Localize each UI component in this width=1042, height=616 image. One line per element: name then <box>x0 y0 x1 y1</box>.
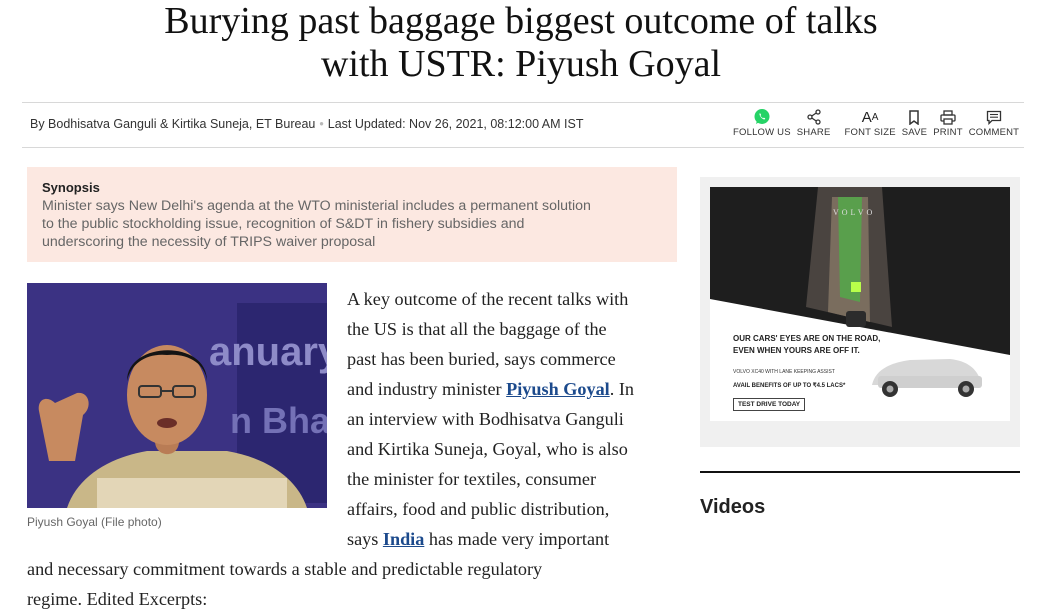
synopsis-line-3: underscoring the necessity of TRIPS waiv… <box>42 234 376 250</box>
ad-brand-logo: VOLVO <box>833 208 876 217</box>
body-line-9-pre: says <box>347 529 383 549</box>
print-icon <box>940 108 956 126</box>
synopsis-text: Minister says New Delhi's agenda at the … <box>42 197 667 251</box>
article-headline: Burying past baggage biggest outcome of … <box>0 0 1042 86</box>
body-line-9-post: has made very important <box>424 529 610 549</box>
font-size-glyph-small: A <box>871 111 879 123</box>
body-line-4-pre: and industry minister <box>347 379 507 399</box>
synopsis-line-1: Minister says New Delhi's agenda at the … <box>42 198 591 214</box>
share-button[interactable]: SHARE <box>794 108 834 138</box>
follow-us-label: FOLLOW US <box>733 127 791 138</box>
body-line-10: and necessary commitment towards a stabl… <box>27 559 543 579</box>
piyush-goyal-link[interactable]: Piyush Goyal <box>506 379 610 399</box>
body-line-9: says India has made very important <box>347 529 609 550</box>
ad-offer: AVAIL BENEFITS OF UP TO ₹4.5 LACS* <box>733 383 846 389</box>
body-line-4-post: . In <box>609 379 634 399</box>
body-line-7: the minister for textiles, consumer <box>347 469 597 489</box>
ad-test-drive-button[interactable]: TEST DRIVE TODAY <box>733 398 806 411</box>
whatsapp-icon <box>753 108 771 126</box>
comment-button[interactable]: COMMENT <box>966 108 1022 138</box>
comment-icon <box>986 108 1002 126</box>
body-line-4: and industry minister Piyush Goyal. In <box>347 379 634 400</box>
bookmark-icon <box>908 108 920 126</box>
follow-us-button[interactable]: FOLLOW US <box>730 108 794 138</box>
photo-backdrop-text-2: n Bhaw <box>230 400 327 441</box>
synopsis-line-2: to the public stockholding issue, recogn… <box>42 216 525 232</box>
divider-bottom <box>22 147 1024 148</box>
synopsis-box <box>27 167 677 262</box>
headline-line-2: with USTR: Piyush Goyal <box>320 43 722 85</box>
print-label: PRINT <box>933 127 963 138</box>
ad-headline: OUR CARS' EYES ARE ON THE ROAD, EVEN WHE… <box>733 333 880 357</box>
byline-separator-dot: • <box>319 117 324 131</box>
save-label: SAVE <box>901 127 928 138</box>
body-line-11: regime. Edited Excerpts: <box>27 589 208 609</box>
article-photo[interactable]: anuary n Bhaw <box>27 283 327 508</box>
headline-line-1: Burying past baggage biggest outcome of … <box>164 0 878 42</box>
body-line-3: past has been buried, says commerce <box>347 349 616 369</box>
photo-backdrop-text-1: anuary <box>209 330 327 374</box>
save-button[interactable]: SAVE <box>899 108 930 138</box>
ad-road-illustration <box>710 187 1010 421</box>
synopsis-title: Synopsis <box>42 180 100 195</box>
photo-caption: Piyush Goyal (File photo) <box>27 515 162 529</box>
ad-headline-line-1: OUR CARS' EYES ARE ON THE ROAD, <box>733 334 881 343</box>
comment-label: COMMENT <box>968 127 1020 138</box>
share-label: SHARE <box>796 127 831 138</box>
ad-banner[interactable] <box>710 187 1010 421</box>
print-button[interactable]: PRINT <box>930 108 966 138</box>
body-line-6: and Kirtika Suneja, Goyal, who is also <box>347 439 628 459</box>
body-line-8: affairs, food and public distribution, <box>347 499 610 519</box>
body-line-5: an interview with Bodhisatva Ganguli <box>347 409 624 429</box>
photo-illustration: anuary n Bhaw <box>27 283 327 508</box>
share-icon <box>806 108 822 126</box>
videos-divider <box>700 471 1020 473</box>
byline: By Bodhisatva Ganguli & Kirtika Suneja, … <box>30 117 583 131</box>
byline-authors: By Bodhisatva Ganguli & Kirtika Suneja, … <box>30 117 316 131</box>
font-size-glyph-large: A <box>861 108 872 126</box>
ad-headline-line-2: EVEN WHEN YOURS ARE OFF IT. <box>733 346 860 355</box>
font-size-label: FONT SIZE <box>844 127 896 138</box>
body-line-1: A key outcome of the recent talks with <box>347 289 629 309</box>
divider-top <box>22 102 1024 103</box>
videos-heading[interactable]: Videos <box>700 496 766 518</box>
ad-subtext: VOLVO XC40 WITH LANE KEEPING ASSIST <box>733 369 835 375</box>
body-line-2: the US is that all the baggage of the <box>347 319 607 339</box>
india-link[interactable]: India <box>382 529 425 549</box>
byline-updated: Last Updated: Nov 26, 2021, 08:12:00 AM … <box>327 117 584 131</box>
